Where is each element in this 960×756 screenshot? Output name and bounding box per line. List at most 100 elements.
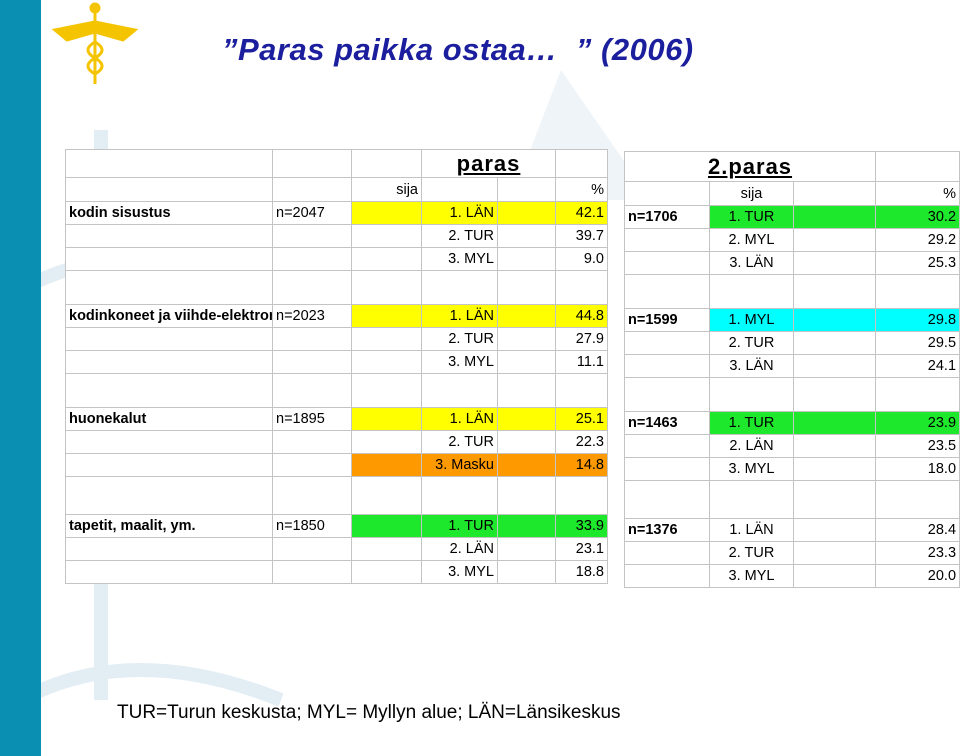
empty-cell [65, 537, 273, 561]
empty-cell [624, 434, 710, 458]
empty-cell [65, 430, 273, 454]
empty-cell [497, 247, 556, 271]
empty-cell [624, 228, 710, 252]
percent-value: 25.3 [875, 251, 960, 275]
percent-value: 33.9 [555, 514, 608, 538]
category-name: huonekalut [65, 407, 273, 431]
empty-cell [497, 560, 556, 584]
empty-cell [792, 564, 877, 588]
empty-cell [272, 537, 352, 561]
empty-cell [709, 274, 794, 309]
percent-value: 29.2 [875, 228, 960, 252]
table-row: huonekalut n=1895 1. LÄN 25.1 [65, 407, 608, 431]
empty-cell [497, 430, 556, 454]
empty-cell [272, 270, 352, 305]
category-name: kodinkoneet ja viihde-elektroniikka [65, 304, 273, 328]
empty-cell [624, 564, 710, 588]
empty-cell [65, 224, 273, 248]
header-row: 2.paras [623, 151, 960, 182]
percent-value: 23.3 [875, 541, 960, 565]
percent-value: 39.7 [555, 224, 608, 248]
empty-cell [792, 377, 877, 412]
percent-value: 18.0 [875, 457, 960, 481]
rank-place: 2. MYL [709, 228, 794, 252]
sample-size: n=1463 [624, 411, 710, 435]
empty-cell [555, 149, 608, 178]
percent-value: 28.4 [875, 518, 960, 542]
percent-value: 24.1 [875, 354, 960, 378]
empty-cell [792, 541, 877, 565]
empty-cell [272, 430, 352, 454]
empty-cell [792, 251, 877, 275]
empty-cell [624, 480, 710, 519]
empty-cell [351, 201, 422, 225]
empty-cell [497, 327, 556, 351]
percent-value: 30.2 [875, 205, 960, 229]
sample-size: n=2047 [272, 201, 352, 225]
left-accent-bar [0, 0, 41, 756]
spacer-row [624, 274, 960, 309]
percent-label: % [875, 181, 960, 206]
empty-cell [792, 308, 877, 332]
rank-place: 3. MYL [709, 457, 794, 481]
empty-cell [65, 149, 273, 178]
empty-cell [792, 274, 877, 309]
rank-place: 2. LÄN [709, 434, 794, 458]
subheader-row: sija% [65, 177, 608, 202]
empty-cell [792, 228, 877, 252]
empty-cell [421, 177, 498, 202]
rank-place: 2. TUR [421, 430, 498, 454]
empty-cell [497, 537, 556, 561]
table-row: n=1599 1. MYL 29.8 [624, 308, 960, 332]
rank-place: 3. MYL [421, 247, 498, 271]
percent-value: 23.1 [555, 537, 608, 561]
empty-cell [875, 377, 960, 412]
empty-cell [272, 327, 352, 351]
empty-cell [497, 270, 556, 305]
empty-cell [792, 457, 877, 481]
empty-cell [421, 270, 498, 305]
table-row: n=1376 1. LÄN 28.4 [624, 518, 960, 542]
sample-size: n=1599 [624, 308, 710, 332]
table-row: 3. Masku 14.8 [65, 453, 608, 477]
rank-place: 1. LÄN [709, 518, 794, 542]
table-row: 3. LÄN 25.3 [624, 251, 960, 275]
sample-size: n=1376 [624, 518, 710, 542]
rank-place: 3. MYL [709, 564, 794, 588]
sample-size: n=2023 [272, 304, 352, 328]
empty-cell [875, 480, 960, 519]
category-name: tapetit, maalit, ym. [65, 514, 273, 538]
spacer-row [624, 480, 960, 519]
table-row: 2. LÄN 23.1 [65, 537, 608, 561]
empty-cell [351, 537, 422, 561]
percent-value: 25.1 [555, 407, 608, 431]
empty-cell [351, 327, 422, 351]
empty-cell [351, 430, 422, 454]
rank-place: 2. TUR [421, 224, 498, 248]
empty-cell [624, 331, 710, 355]
table-row: 2. LÄN 23.5 [624, 434, 960, 458]
empty-cell [497, 453, 556, 477]
empty-cell [792, 354, 877, 378]
empty-cell [272, 476, 352, 515]
table-row: kodinkoneet ja viihde-elektroniikkan=202… [65, 304, 608, 328]
empty-cell [555, 476, 608, 515]
caduceus-logo [51, 2, 139, 84]
empty-cell [555, 373, 608, 408]
rank-place: 1. TUR [709, 205, 794, 229]
empty-cell [65, 270, 273, 305]
percent-value: 23.5 [875, 434, 960, 458]
percent-value: 11.1 [555, 350, 608, 374]
empty-cell [351, 560, 422, 584]
empty-cell [624, 377, 710, 412]
rank-place: 1. TUR [421, 514, 498, 538]
empty-cell [351, 350, 422, 374]
sample-size: n=1706 [624, 205, 710, 229]
empty-cell [351, 453, 422, 477]
percent-value: 14.8 [555, 453, 608, 477]
empty-cell [624, 251, 710, 275]
rank-place: 3. MYL [421, 350, 498, 374]
table-row: 3. LÄN 24.1 [624, 354, 960, 378]
table-row: 2. MYL 29.2 [624, 228, 960, 252]
empty-cell [351, 304, 422, 328]
